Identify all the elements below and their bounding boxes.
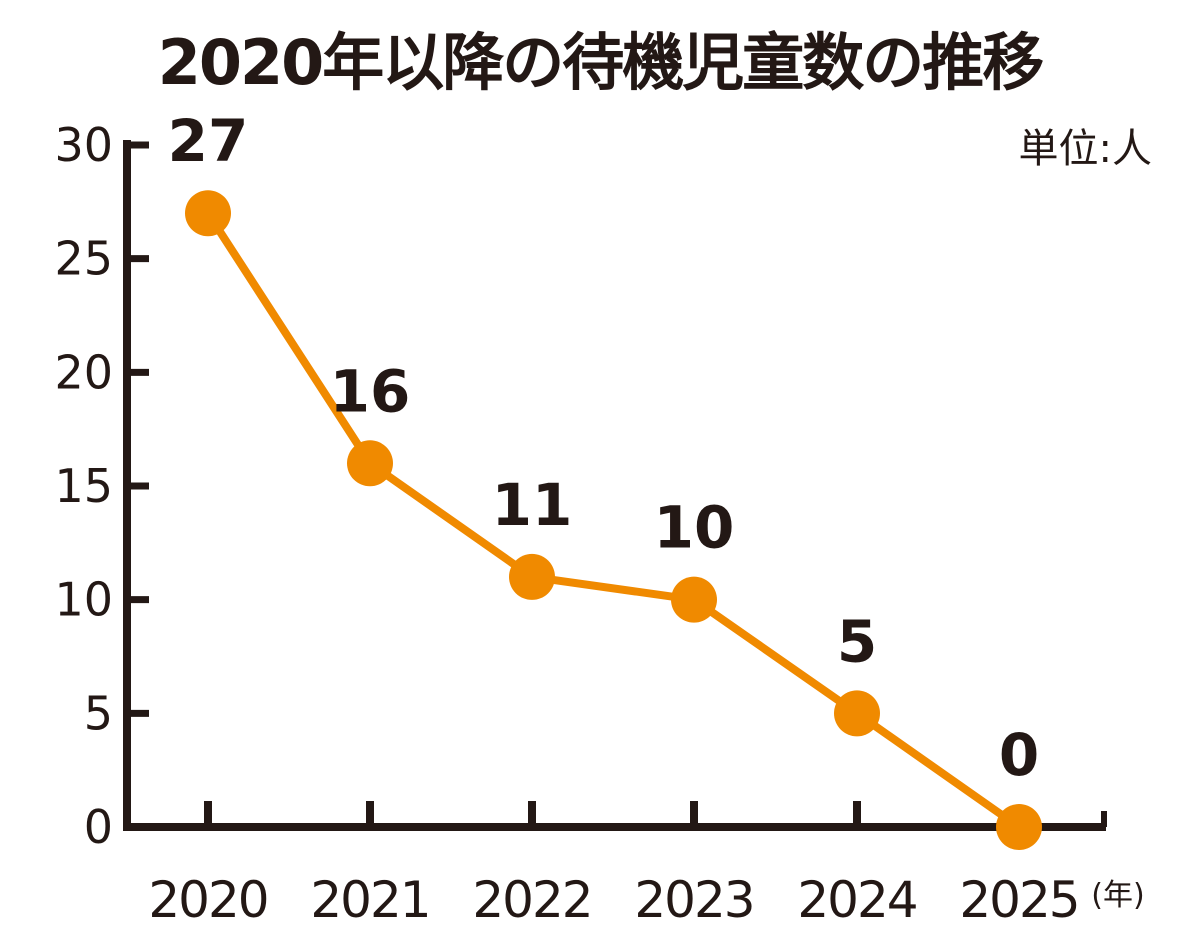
y-tick-label: 0: [84, 800, 113, 854]
data-point: [185, 190, 231, 237]
data-label: 5: [837, 607, 877, 675]
y-tick-label: 15: [54, 459, 113, 513]
unit-label: 単位:人: [1018, 126, 1152, 172]
x-tick-label: 2021: [310, 871, 429, 929]
y-tick-label: 5: [84, 686, 113, 740]
y-tick-label: 30: [54, 118, 113, 172]
data-point: [996, 804, 1042, 850]
data-point: [834, 690, 880, 737]
data-label: 16: [330, 357, 411, 425]
data-label: 10: [654, 494, 735, 562]
series-line: [204, 211, 1022, 831]
x-tick-label: 2022: [472, 871, 591, 929]
x-tick-label: 2023: [634, 871, 753, 929]
y-tick-label: 20: [54, 345, 113, 399]
x-axis-unit-label: (年): [1091, 878, 1144, 913]
data-point: [671, 576, 717, 623]
y-tick-label: 10: [54, 573, 113, 627]
data-label: 0: [999, 721, 1039, 789]
data-point: [509, 553, 555, 600]
data-label: 11: [492, 471, 573, 539]
data-label: 27: [168, 107, 249, 175]
y-tick-label: 25: [54, 232, 113, 286]
data-point: [347, 440, 393, 487]
x-tick-label: 2025: [959, 871, 1078, 929]
chart-title: 2020年以降の待機児童数の推移: [157, 26, 1045, 99]
x-tick-label: 2020: [148, 871, 267, 929]
x-tick-label: 2024: [797, 871, 916, 929]
